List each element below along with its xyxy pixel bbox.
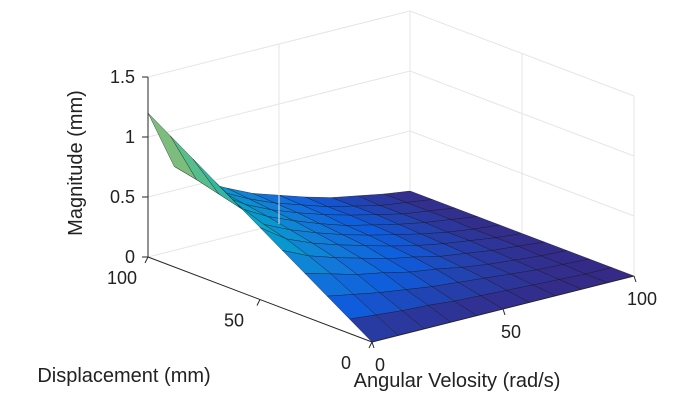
z-tick-label: 1.5: [110, 67, 135, 87]
x-tick-label: 0: [375, 355, 385, 375]
x-tick-mark: [502, 308, 506, 316]
y-tick-label: 0: [341, 353, 351, 373]
z-tick-label: 0.5: [110, 187, 135, 207]
z-axis-title: Magnitude (mm): [65, 90, 87, 236]
y-tick-label: 50: [224, 311, 244, 331]
z-tick-label: 1: [125, 127, 135, 147]
y-tick-label: 100: [107, 268, 137, 288]
x-axis-title: Angular Velosity (rad/s): [354, 370, 561, 392]
x-tick-mark: [371, 341, 375, 349]
surface-cell: [147, 112, 197, 180]
x-tick-mark: [633, 275, 637, 283]
y-tick-mark: [368, 341, 373, 349]
y-axis-title: Displacement (mm): [37, 365, 210, 387]
x-tick-label: 50: [501, 322, 521, 342]
z-grid-line: [147, 70, 635, 157]
z-tick-label: 0: [125, 247, 135, 267]
y-tick-mark: [144, 256, 149, 264]
x-tick-label: 100: [627, 289, 657, 309]
surface: [147, 112, 635, 343]
z-grid-line: [147, 10, 635, 97]
y-tick-mark: [256, 299, 261, 306]
